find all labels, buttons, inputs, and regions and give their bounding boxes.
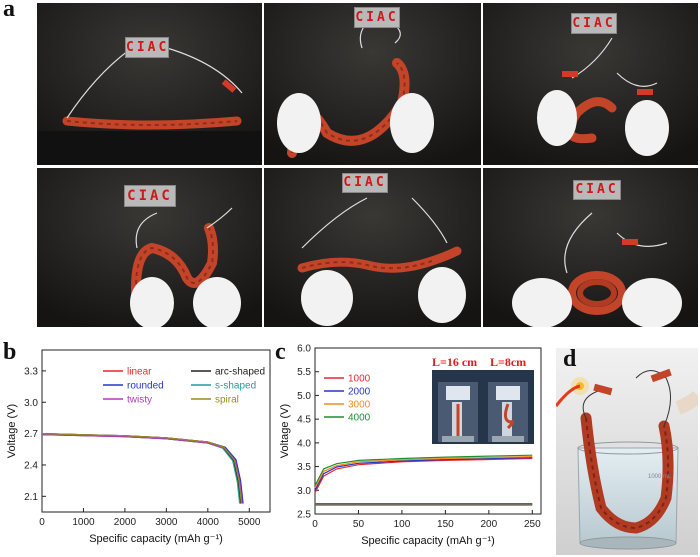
series-line-spiral (41, 433, 242, 504)
x-tick-label: 0 (39, 517, 45, 528)
legend-label-rounded: rounded (127, 381, 164, 392)
legend-label-linear: linear (127, 367, 152, 378)
legend-label-1000: 1000 (348, 374, 371, 385)
series-line-arc-shaped (41, 434, 242, 504)
y-tick-label: 2.1 (24, 492, 38, 503)
photo-linear (37, 3, 262, 165)
x-tick-label: 250 (524, 519, 541, 530)
plot-frame (314, 347, 542, 515)
x-tick-label: 100 (394, 519, 411, 530)
beaker-label: 1000 mL (648, 474, 672, 480)
y-tick-label: 6.0 (297, 344, 311, 355)
x-tick-label: 2000 (114, 517, 137, 528)
y-tick-label: 2.7 (24, 429, 38, 440)
chart-c: 0 50 100 150 200 250 2.5 3.0 3.5 4.0 4.5 5.0 5.5 6.0 S… (279, 344, 542, 547)
ciac-sign-5: CIAC (342, 173, 388, 193)
y-tick-label: 4.0 (297, 438, 311, 449)
legend-label-4000: 4000 (348, 413, 371, 424)
legend-label-3000: 3000 (348, 400, 371, 411)
legend-label-arc-shaped: arc-shaped (215, 367, 265, 378)
inset-length-16: L=16 cm (432, 355, 478, 369)
x-tick-label: 3000 (155, 517, 178, 528)
inset-length-8: L=8cm (490, 355, 527, 369)
x-tick-label: 4000 (197, 517, 220, 528)
y-tick-label: 5.5 (297, 367, 311, 378)
x-tick-label: 5000 (238, 517, 261, 528)
y-tick-label: 3.5 (297, 462, 311, 473)
photo-twisty (264, 168, 481, 327)
x-axis-label: Specific capacity (mAh g⁻¹) (361, 535, 495, 547)
panel-label-b: b (3, 339, 17, 365)
series-charge-2000 (314, 457, 533, 491)
photo-arc-shaped (264, 3, 481, 165)
photo-s-shaped (37, 168, 262, 327)
legend-label-twisty: twisty (127, 395, 152, 406)
y-axis-label: Voltage (V) (6, 404, 18, 458)
y-axis-label: Voltage (V) (279, 404, 291, 458)
series-charge-4000 (314, 454, 533, 486)
chart-b: 0 1000 2000 3000 4000 5000 2.1 2.4 2.7 3.0 3.3 Spec… (6, 349, 271, 545)
legend-label-spiral: spiral (215, 395, 239, 406)
panel-label-d: d (563, 346, 577, 372)
y-tick-label: 3.0 (297, 486, 311, 497)
photo-beaker (556, 348, 698, 555)
x-tick-label: 200 (481, 519, 498, 530)
ciac-sign-1: CIAC (125, 37, 169, 58)
x-axis-label: Specific capacity (mAh g⁻¹) (89, 533, 223, 545)
series-charge-3000 (314, 456, 533, 489)
ciac-sign-2: CIAC (354, 7, 400, 28)
panel-label-c: c (275, 339, 286, 365)
x-tick-label: 50 (353, 519, 365, 530)
series-charge-1000 (314, 457, 533, 493)
legend-label-s-shaped: s-shaped (215, 381, 256, 392)
y-tick-label: 4.5 (297, 415, 311, 426)
inset-photo (432, 370, 534, 444)
ciac-sign-4: CIAC (124, 185, 176, 207)
panel-label-a: a (3, 0, 15, 22)
ciac-sign-3: CIAC (571, 13, 617, 34)
x-tick-label: 150 (437, 519, 454, 530)
plot-frame (41, 349, 271, 513)
x-tick-label: 0 (312, 519, 318, 530)
ciac-sign-6: CIAC (573, 180, 621, 200)
x-tick-label: 1000 (72, 517, 95, 528)
y-tick-label: 5.0 (297, 391, 311, 402)
legend-label-2000: 2000 (348, 387, 371, 398)
y-tick-label: 3.3 (24, 366, 38, 377)
y-tick-label: 2.4 (24, 460, 38, 471)
y-tick-label: 2.5 (297, 510, 311, 521)
y-tick-label: 3.0 (24, 398, 38, 409)
